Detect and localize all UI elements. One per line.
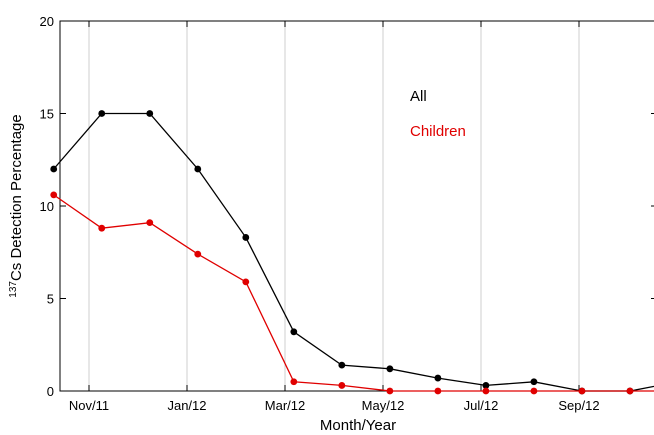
series-all xyxy=(50,110,654,395)
x-tick-label: Jul/12 xyxy=(464,398,499,413)
x-tick-label: May/12 xyxy=(362,398,405,413)
data-point-children xyxy=(338,382,346,389)
x-tick-label: Sep/12 xyxy=(558,398,599,413)
data-point-children xyxy=(194,250,202,258)
grid-lines xyxy=(88,21,580,391)
data-point-all xyxy=(434,374,442,382)
y-tick-label: 5 xyxy=(47,292,54,307)
y-axis-label-text: Cs Detection Percentage xyxy=(8,114,25,281)
axis-ticks xyxy=(60,20,654,392)
x-axis-label: Month/Year xyxy=(320,417,396,434)
data-point-children xyxy=(98,224,106,232)
data-point-all xyxy=(50,165,58,173)
plot-area-frame xyxy=(59,20,654,392)
series-layer xyxy=(50,110,654,395)
data-point-all xyxy=(482,382,490,389)
x-tick-label: Mar/12 xyxy=(265,398,305,413)
data-point-all xyxy=(338,361,346,369)
y-tick-label: 10 xyxy=(40,199,54,214)
series-line-all xyxy=(53,112,654,392)
data-point-all xyxy=(530,378,538,386)
data-point-all xyxy=(98,110,106,117)
data-point-children xyxy=(482,387,490,395)
data-point-children xyxy=(578,387,586,395)
data-point-children xyxy=(50,191,58,199)
data-point-children xyxy=(290,378,298,386)
data-point-children xyxy=(386,387,394,395)
data-point-all xyxy=(194,165,202,173)
y-axis-label: 137Cs Detection Percentage xyxy=(8,114,25,297)
data-point-children xyxy=(434,387,442,395)
legend-label-children: Children xyxy=(410,123,466,140)
tick-labels: Nov/11Jan/12Mar/12May/12Jul/12Sep/12Nov/… xyxy=(40,14,600,413)
y-tick-label: 0 xyxy=(47,384,54,399)
y-tick-label: 15 xyxy=(40,107,54,122)
x-tick-label: Nov/11 xyxy=(69,398,109,413)
data-point-children xyxy=(146,219,154,227)
data-point-all xyxy=(146,110,154,117)
y-axis-label-superscript: 137 xyxy=(8,281,19,298)
data-point-all xyxy=(290,328,298,336)
data-point-children xyxy=(242,278,250,286)
legend-label-all: All xyxy=(410,88,427,105)
series-line-children xyxy=(53,194,654,392)
data-point-children xyxy=(530,387,538,395)
data-point-all xyxy=(386,365,394,373)
data-point-all xyxy=(242,234,250,241)
y-tick-label: 20 xyxy=(40,14,54,29)
x-tick-label: Jan/12 xyxy=(167,398,206,413)
series-children xyxy=(50,191,654,395)
data-point-children xyxy=(626,387,634,395)
